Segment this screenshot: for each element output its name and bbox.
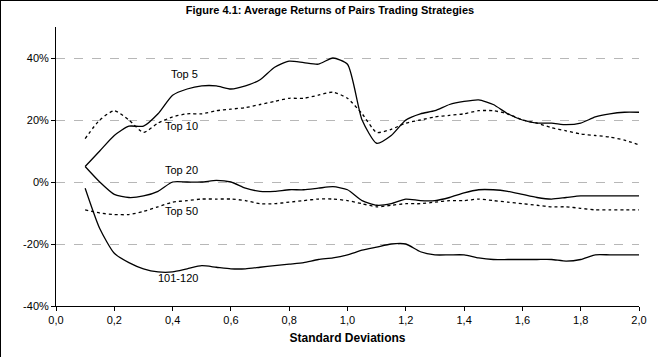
svg-text:Top 10: Top 10 xyxy=(165,120,198,132)
svg-text:0%: 0% xyxy=(33,176,49,188)
svg-text:Figure 4.1: Average Returns of: Figure 4.1: Average Returns of Pairs Tra… xyxy=(186,4,474,16)
svg-text:1,2: 1,2 xyxy=(398,314,413,326)
svg-text:1,8: 1,8 xyxy=(573,314,588,326)
svg-text:1,6: 1,6 xyxy=(515,314,530,326)
svg-text:101-120: 101-120 xyxy=(158,272,198,284)
svg-text:0,8: 0,8 xyxy=(282,314,297,326)
svg-text:0,2: 0,2 xyxy=(107,314,122,326)
svg-text:1,4: 1,4 xyxy=(456,314,471,326)
svg-text:Top 50: Top 50 xyxy=(165,205,198,217)
svg-text:2,0: 2,0 xyxy=(631,314,646,326)
svg-text:-40%: -40% xyxy=(23,300,49,312)
svg-text:1,0: 1,0 xyxy=(340,314,355,326)
svg-text:-20%: -20% xyxy=(23,238,49,250)
svg-text:Top 20: Top 20 xyxy=(165,164,198,176)
svg-text:20%: 20% xyxy=(27,114,49,126)
svg-text:Standard Deviations: Standard Deviations xyxy=(289,331,405,345)
svg-text:40%: 40% xyxy=(27,52,49,64)
svg-text:0,0: 0,0 xyxy=(48,314,63,326)
svg-text:0,6: 0,6 xyxy=(223,314,238,326)
svg-text:0,4: 0,4 xyxy=(165,314,180,326)
svg-text:Top 5: Top 5 xyxy=(171,68,198,80)
